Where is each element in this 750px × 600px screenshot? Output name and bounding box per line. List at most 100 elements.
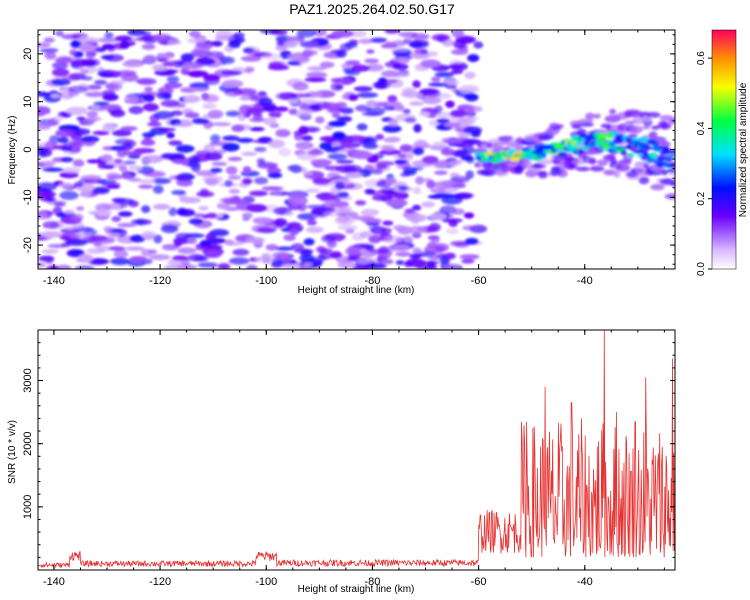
heatmap-cell [203, 74, 221, 81]
heatmap-cell [390, 47, 412, 52]
heatmap-cell [206, 212, 217, 219]
heatmap-cell [583, 144, 590, 151]
heatmap-cell [267, 139, 285, 149]
heatmap-cell [370, 37, 388, 43]
heatmap-cell [114, 35, 132, 42]
heatmap-cell [261, 253, 272, 261]
heatmap-cell [78, 43, 95, 53]
heatmap-cell [361, 208, 380, 217]
heatmap-cell [275, 45, 288, 51]
heatmap-cell [412, 247, 422, 253]
heatmap-cell [330, 82, 344, 92]
heatmap-cell [38, 212, 48, 218]
heatmap-cell [282, 264, 299, 269]
heatmap-cell [267, 172, 283, 179]
heatmap-cell [434, 243, 450, 252]
heatmap-cell [102, 164, 115, 170]
heatmap-cell [175, 144, 195, 153]
heatmap-cell [289, 164, 303, 174]
heatmap-cell [659, 115, 674, 121]
heatmap-cell [38, 124, 51, 130]
heatmap-cell [575, 166, 590, 172]
heatmap-cell [362, 143, 379, 150]
heatmap-cell [275, 246, 294, 251]
heatmap-cell [198, 206, 209, 211]
heatmap-cell [228, 188, 240, 194]
heatmap-cell [392, 63, 409, 70]
heatmap-cell [347, 94, 359, 101]
heatmap-cell [422, 96, 442, 105]
heatmap-cell [147, 121, 162, 127]
heatmap-cell [165, 39, 182, 45]
heatmap-cell [319, 196, 342, 202]
heatmap-cell [56, 264, 72, 269]
heatmap-cell [408, 41, 429, 48]
heatmap-cell [428, 222, 441, 232]
heatmap-cell [188, 155, 201, 164]
heatmap-cell [95, 203, 112, 212]
heatmap-cell [368, 235, 382, 244]
heatmap-cell [220, 70, 243, 76]
colorbar-tick-label: 0.2 [696, 191, 707, 205]
heatmap-cell [202, 103, 217, 110]
heatmap-cell [660, 141, 671, 148]
heatmap-cell [609, 108, 616, 115]
heatmap-cell [275, 92, 293, 100]
x-tick-label: -80 [364, 576, 380, 588]
heatmap-cell [465, 237, 479, 245]
heatmap-cell [82, 187, 91, 197]
heatmap-cell [66, 106, 88, 116]
heatmap-cell [98, 37, 119, 43]
heatmap-cell [557, 169, 568, 178]
heatmap-cell [151, 178, 172, 184]
heatmap-cell [351, 64, 371, 72]
heatmap-cell [412, 80, 421, 89]
heatmap-cell [370, 169, 384, 175]
heatmap-cell [666, 154, 675, 158]
heatmap-cell [571, 124, 582, 130]
heatmap-cell [127, 30, 146, 36]
heatmap-cell [109, 232, 119, 238]
heatmap-cell [177, 247, 197, 255]
heatmap-cell [467, 54, 480, 63]
heatmap-cell [381, 259, 394, 265]
heatmap-cell [331, 30, 354, 38]
y-tick-label: 0 [22, 146, 34, 152]
heatmap-cell [228, 40, 241, 49]
heatmap-cell [537, 159, 554, 165]
heatmap-cell [427, 194, 445, 199]
heatmap-cell [394, 191, 409, 200]
heatmap-cell [228, 175, 242, 180]
heatmap-cell [118, 165, 128, 172]
heatmap-cell [179, 208, 196, 217]
heatmap-cell [40, 231, 62, 238]
heatmap-cell [141, 155, 163, 164]
heatmap-cell [466, 110, 476, 119]
bottom-x-axis-label: Height of straight line (km) [298, 584, 415, 595]
heatmap-cell [448, 63, 463, 69]
heatmap-cell [327, 120, 347, 127]
heatmap-cell [336, 191, 350, 198]
heatmap-cell [244, 68, 254, 74]
heatmap-cell [94, 79, 108, 85]
heatmap-cell [101, 104, 122, 111]
heatmap-cell [184, 233, 205, 239]
heatmap-cell [650, 183, 665, 191]
heatmap-cell [294, 248, 314, 254]
heatmap-cell [122, 171, 131, 180]
heatmap-cell [352, 150, 373, 160]
heatmap-cell [187, 70, 209, 77]
heatmap-cell [263, 105, 278, 112]
heatmap-cell [316, 245, 326, 254]
heatmap-cell [161, 244, 179, 251]
heatmap-cell [408, 225, 427, 234]
heatmap-cell [462, 145, 475, 155]
heatmap-cell [73, 181, 84, 188]
heatmap-cell [186, 37, 206, 44]
heatmap-cell [375, 134, 385, 140]
heatmap-cell [142, 103, 159, 112]
bottom-y-axis: 1000 2000 3000 [22, 329, 675, 571]
bottom-x-axis: -140 -120 -100 -80 -60 -40 [43, 330, 665, 588]
heatmap-cell [462, 138, 481, 145]
heatmap-cell [55, 56, 73, 64]
